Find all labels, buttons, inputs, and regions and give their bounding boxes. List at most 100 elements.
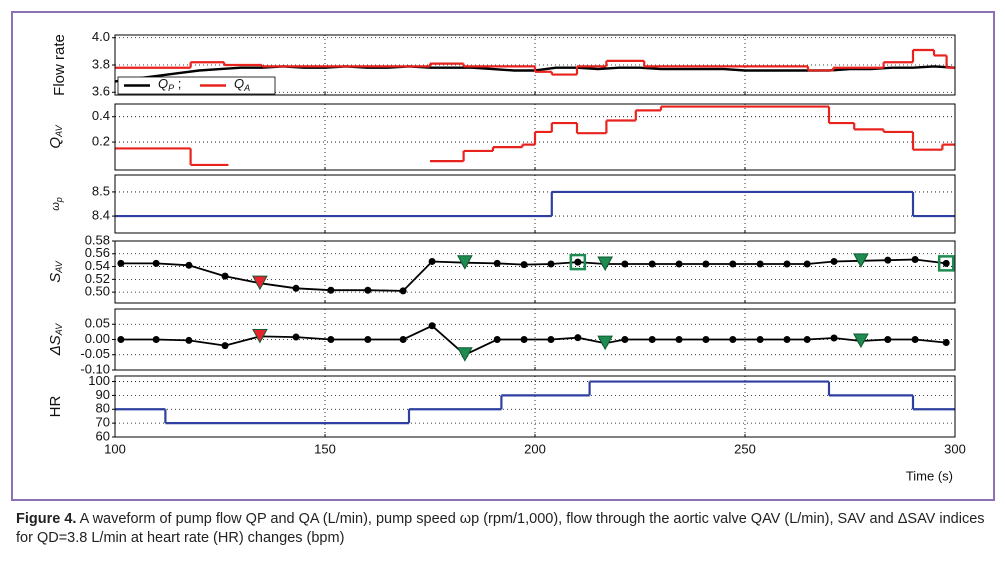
data-point [756,260,764,268]
panel-frame [114,34,956,96]
data-point [830,334,838,342]
y-tick-label: 0.4 [92,108,110,123]
data-point [399,336,407,343]
legend-box [117,76,276,95]
y-tick-label: 8.5 [92,183,110,198]
y-tick-label: 0.52 [85,271,110,286]
data-point [911,336,919,343]
data-point [292,333,300,341]
data-point [729,336,737,343]
panel-background [115,376,955,437]
data-point [648,260,656,268]
event-marker [597,256,613,272]
panel-background [115,241,955,303]
data-point [942,339,950,347]
y-tick-label: 0.00 [85,331,110,346]
y-tick-label: 60 [96,428,110,443]
x-tick-label: 150 [314,441,336,456]
panel-frame [114,240,956,304]
event-marker [252,275,268,291]
data-point [520,336,528,343]
data-point [493,259,501,267]
data-point [702,260,710,268]
y-tick-label: 3.8 [92,56,110,71]
event-marker [569,253,587,271]
legend-label: QP ; [158,76,181,93]
y-tick-label: 8.4 [92,208,110,223]
y-tick-label: 70 [96,415,110,430]
data-point [621,260,629,268]
data-point [756,336,764,343]
data-point [428,257,436,265]
data-point [803,260,811,268]
panel-frame [114,103,956,171]
chart: 3.6 3.8 4.0 Flow rate QP ; QA 0.2 0.4 QAV 8.4 8.5 ω… [11,11,995,501]
data-point [364,336,372,343]
event-marker [457,255,473,270]
data-point [185,261,193,269]
y-tick-label: 0.56 [85,245,110,260]
data-point [221,342,229,350]
figure-border [11,11,995,501]
data-point [520,261,528,269]
event-marker [853,333,869,349]
y-axis-label: QAV [47,124,64,148]
plot-area [115,380,955,425]
legend-label: QA [234,76,250,93]
data-point [152,259,160,267]
data-point [364,286,372,294]
data-point [803,336,811,343]
y-axis-label: SAV [47,260,64,283]
y-tick-label: 4.0 [92,29,110,44]
y-tick-label: 0.50 [85,284,110,299]
y-tick-label: 0.58 [85,232,110,247]
x-tick-label: 300 [944,441,966,456]
plot-area [115,105,955,167]
caption-text: A waveform of pump flow QP and QA (L/min… [16,511,985,546]
data-point [942,259,950,267]
x-tick-label: 250 [734,441,756,456]
y-axis-label: ωp [50,197,64,211]
y-tick-label: 100 [88,373,110,388]
data-point [221,272,229,280]
panel-frame [114,375,956,438]
plot-area [117,253,955,295]
event-marker [937,255,955,272]
data-point [547,260,555,268]
data-point [702,336,710,343]
y-tick-label: 80 [96,401,110,416]
panel-frame [114,308,956,371]
y-tick-label: -0.10 [80,361,110,376]
data-point [117,259,125,267]
data-point [117,336,125,343]
data-point [493,336,501,343]
data-point [783,336,791,343]
data-point [830,257,838,265]
y-tick-label: -0.05 [80,346,110,361]
data-point [547,336,555,343]
x-tick-label: 200 [524,441,546,456]
data-point [648,336,656,343]
y-axis-label: HR [47,396,64,418]
y-tick-label: 3.6 [92,84,110,99]
data-point [911,256,919,264]
data-point [884,256,892,264]
caption: Figure 4. A waveform of pump flow QP and… [16,510,991,548]
panel-frame [114,174,956,234]
data-point [399,287,407,295]
data-point [428,322,436,330]
data-point [327,336,335,343]
caption-label: Figure 4. [16,511,77,527]
plot-area [114,48,956,83]
data-point [621,336,629,343]
x-axis-label: Time (s) [906,468,953,483]
y-tick-label: 0.05 [85,316,110,331]
plot-area [115,190,955,218]
data-point [327,286,335,294]
event-marker [853,253,869,268]
plot-area [117,322,950,362]
data-point [729,260,737,268]
data-point [152,336,160,343]
data-point [675,260,683,268]
